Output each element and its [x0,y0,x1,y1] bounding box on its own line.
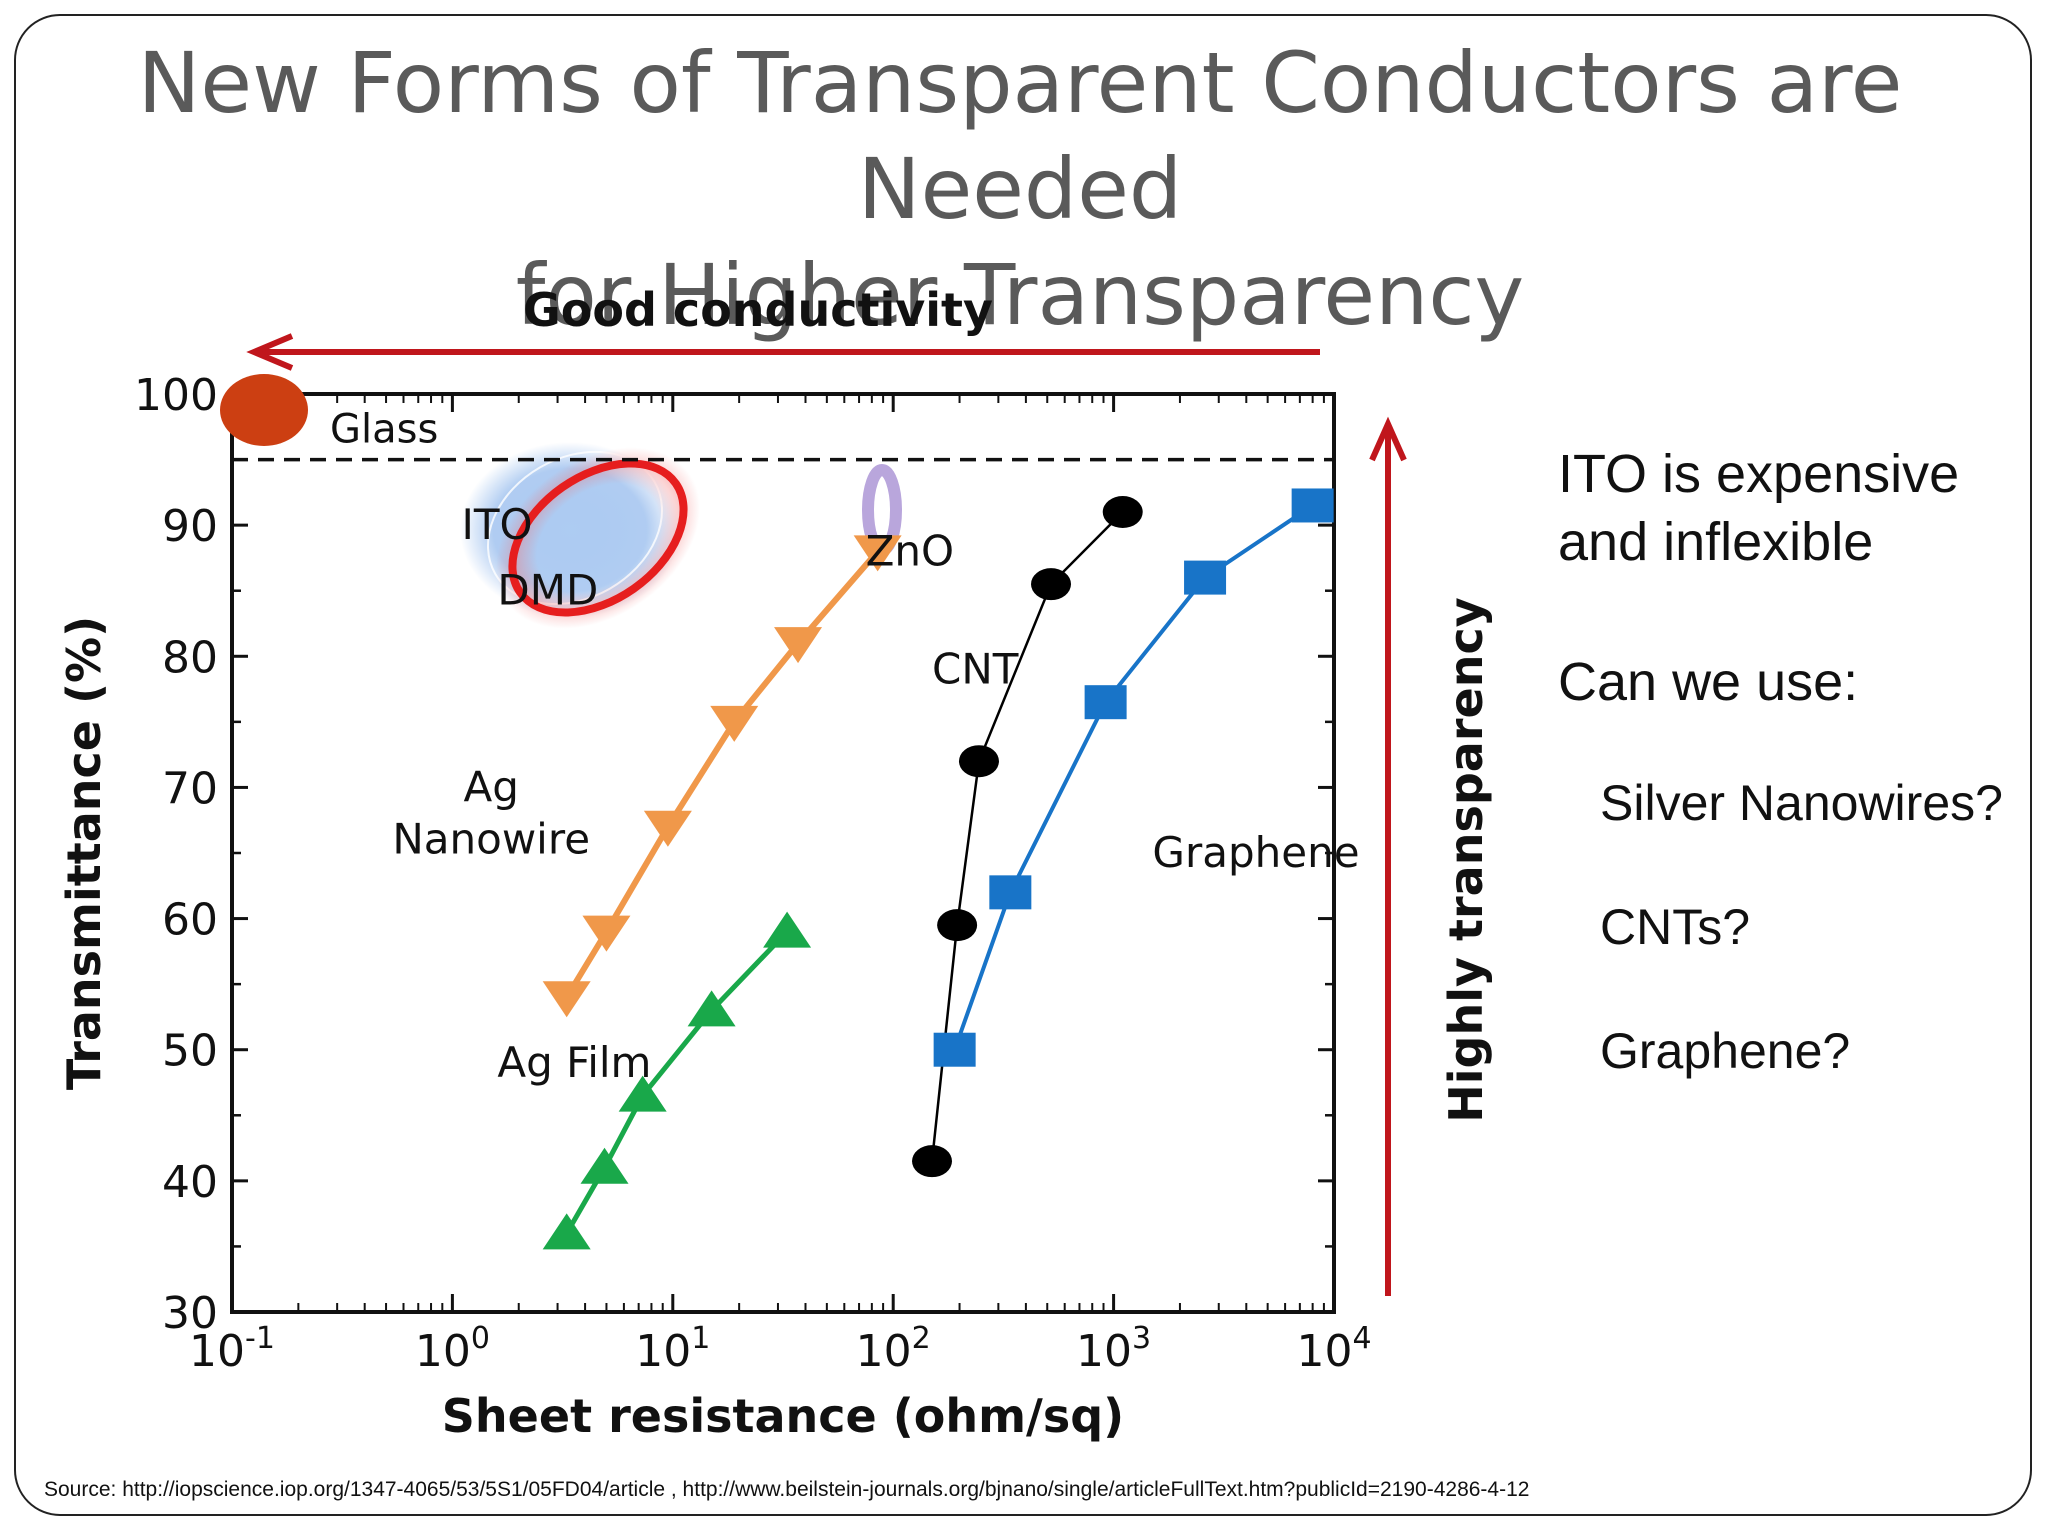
source-citation: Source: http://iopscience.iop.org/1347-4… [44,1478,1530,1501]
data-point-graphene [1084,685,1127,720]
data-point-ag-nanowire [774,627,823,664]
data-point-ag-film [580,1147,629,1184]
data-point-ag-film [687,990,736,1027]
data-point-cnt [912,1145,953,1178]
annotation-dmd: DMD [497,566,598,615]
data-point-graphene [1291,488,1334,523]
notes-item-cnts: CNTs? [1600,899,1751,955]
annotation-ito: ITO [462,500,533,549]
data-point-cnt [958,745,999,778]
data-point-graphene [1184,560,1227,595]
notes-question: Can we use: [1558,652,1859,712]
data-point-ag-film [763,911,812,948]
dmd-highlight-glow [495,447,701,629]
data-point-ag-nanowire [542,981,591,1018]
annotation-ag-film: Ag Film [497,1038,651,1087]
y-tick-label: 30 [162,1288,218,1339]
conductivity-label: Good conductivity [523,283,993,337]
title-line-1: New Forms of Transparent Conductors are … [137,34,1903,238]
y-axis-label: Transmittance (%) [57,616,111,1090]
data-point-ag-film [542,1213,591,1250]
data-point-graphene [989,875,1032,910]
annotation-graphene: Graphene [1152,828,1359,877]
x-tick-label: 103 [1076,1321,1151,1377]
axes: 30 40 50 60 70 80 90 100 10-1 100 101 102 103 104 Shee… [57,370,1372,1443]
data-point-cnt [1031,568,1072,601]
data-point-graphene [933,1032,976,1067]
x-tick-label: 104 [1296,1321,1371,1377]
data-point-cnt [937,909,978,942]
notes-item-silver-nanowires: Silver Nanowires? [1600,775,2003,831]
y-tick-label: 90 [162,501,218,552]
data-point-cnt [1102,496,1143,529]
data-point-ag-nanowire [643,810,692,847]
glass-label: Glass [330,407,438,453]
y-tick-label: 70 [162,763,218,814]
slide-title: New Forms of Transparent Conductors are … [20,30,2020,348]
y-tick-label: 80 [162,632,218,683]
transparency-arrowhead [1369,416,1407,462]
annotation-cnt: CNT [932,644,1019,693]
x-tick-label: 102 [856,1321,931,1377]
y-tick-label: 50 [162,1026,218,1077]
glass-marker [220,374,308,446]
y-tick-label: 60 [162,895,218,946]
annotation-ag-nanowire-line-1: Ag [464,762,519,811]
x-tick-label: 10-1 [189,1321,275,1377]
title-line-2: for Higher Transparency [515,246,1525,344]
conductivity-arrowhead [246,333,294,371]
data-point-ag-film [618,1075,667,1112]
dmd-highlight-ring [508,459,688,617]
series-line-graphene [952,503,1314,1051]
data-point-ag-nanowire [582,915,631,952]
notes-main: ITO is expensive and inflexible [1558,440,1959,576]
annotation-ag-nanowire-line-2: Nanowire [392,814,590,863]
x-tick-label: 100 [415,1321,490,1377]
notes-main-line-2: and inflexible [1558,512,1874,572]
x-tick-label: 101 [635,1321,710,1377]
data-point-ag-nanowire [853,535,902,572]
series [542,488,1334,1250]
annotation-zno: ZnO [866,526,954,575]
y-tick-label: 40 [162,1157,218,1208]
transparency-label: Highly transparency [1439,597,1493,1122]
data-point-ag-nanowire [710,705,759,742]
slide-frame [14,14,2032,1516]
x-axis-label: Sheet resistance (ohm/sq) [442,1389,1124,1443]
notes-main-line-1: ITO is expensive [1558,444,1960,504]
notes-item-graphene: Graphene? [1600,1023,1851,1079]
y-tick-label: 100 [134,370,218,421]
